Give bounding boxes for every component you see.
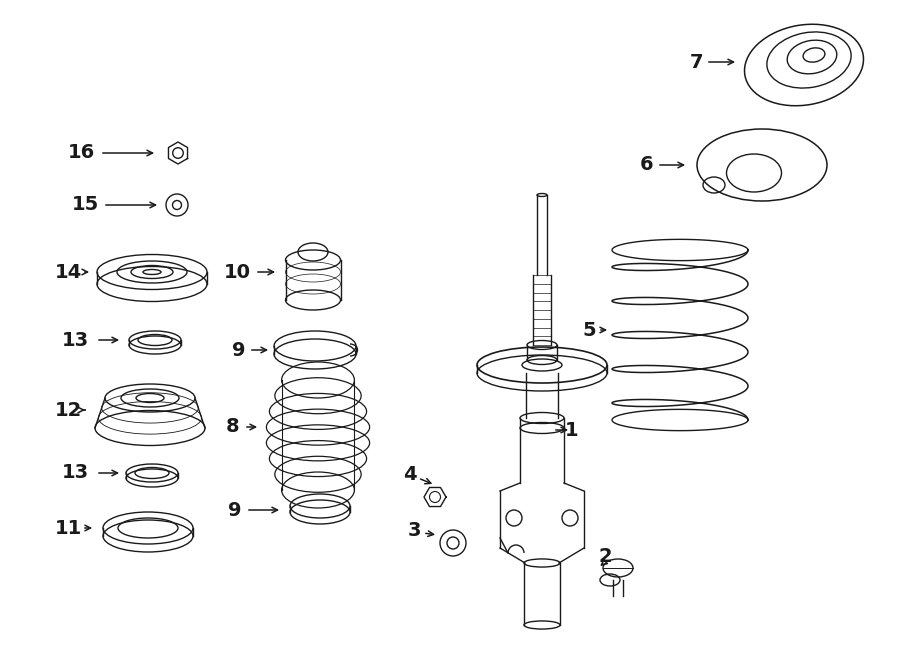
Text: 13: 13: [62, 330, 89, 350]
Text: 7: 7: [690, 52, 704, 71]
Text: 13: 13: [62, 463, 89, 483]
Text: 6: 6: [640, 155, 653, 175]
Text: 12: 12: [55, 401, 82, 420]
Text: 14: 14: [55, 262, 82, 282]
Text: 9: 9: [228, 500, 241, 520]
Text: 2: 2: [598, 547, 612, 566]
Text: 15: 15: [72, 196, 99, 215]
Text: 9: 9: [232, 340, 246, 360]
Text: 16: 16: [68, 143, 95, 163]
Text: 8: 8: [226, 418, 239, 436]
Text: 5: 5: [582, 321, 596, 340]
Text: 4: 4: [403, 465, 417, 485]
Text: 1: 1: [565, 420, 579, 440]
Text: 10: 10: [224, 262, 251, 282]
Text: 11: 11: [55, 518, 82, 537]
Text: 3: 3: [408, 520, 421, 539]
